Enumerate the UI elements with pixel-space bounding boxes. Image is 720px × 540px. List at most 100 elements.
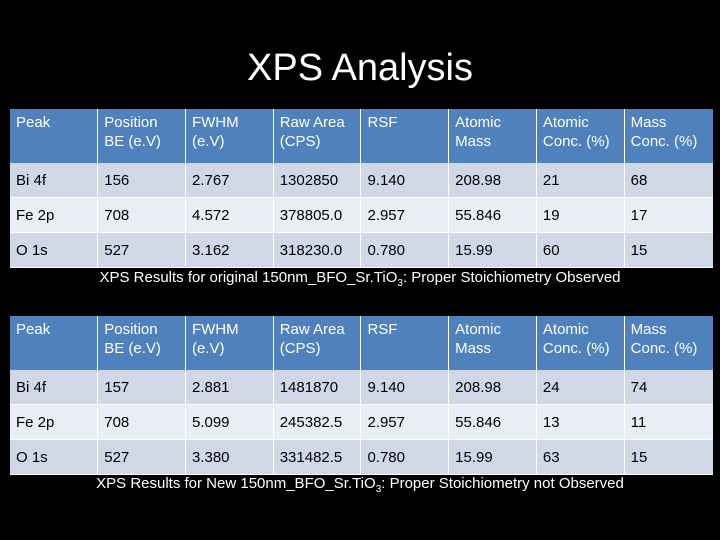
header-atomic-conc: Atomic Conc. (%) (536, 109, 625, 163)
header-line: Conc. (%) (630, 133, 698, 150)
header-line: Atomic (542, 114, 589, 131)
table-cell: Bi 4f (10, 163, 99, 198)
header-line: RSF (367, 114, 398, 131)
table-cell: 24 (536, 370, 625, 405)
table-cell: 74 (624, 370, 713, 405)
table-cell: 4.572 (185, 197, 274, 233)
table-cell: 2.767 (185, 163, 274, 198)
caption-subscript: 3 (397, 278, 403, 289)
table-cell: 318230.0 (273, 232, 362, 268)
table-cell: 15 (624, 439, 713, 475)
table-cell: O 1s (10, 439, 99, 475)
header-fwhm: FWHM (e.V) (185, 316, 274, 370)
header-position: Position BE (e.V) (97, 109, 186, 163)
table-cell: 9.140 (360, 163, 450, 198)
table-cell: 208.98 (448, 163, 537, 198)
caption-subscript: 3 (375, 484, 382, 495)
header-line: Position (104, 114, 158, 131)
table-cell: 708 (97, 404, 186, 440)
table-row: Bi 4f 157 2.881 1481870 9.140 208.98 24 … (10, 370, 713, 405)
header-rsf: RSF (360, 316, 450, 370)
table-row: Fe 2p 708 5.099 245382.5 2.957 55.846 13… (10, 404, 713, 440)
header-fwhm: FWHM (e.V) (185, 109, 274, 163)
table-cell: 1302850 (273, 163, 362, 198)
table-cell: 55.846 (448, 197, 537, 233)
table-cell: 63 (536, 439, 625, 475)
header-line: Mass (630, 114, 667, 131)
table-row: Bi 4f 156 2.767 1302850 9.140 208.98 21 … (10, 163, 713, 198)
table-cell: 0.780 (360, 439, 450, 475)
table-cell: Bi 4f (10, 370, 99, 405)
table-cell: 11 (624, 404, 713, 440)
header-line: Atomic (455, 114, 502, 131)
table-cell: 9.140 (360, 370, 450, 405)
xps-table-new: Peak Position BE (e.V) FWHM (e.V) Raw Area… (10, 316, 713, 475)
header-line: Raw Area (279, 114, 345, 131)
table-cell: 3.380 (185, 439, 274, 475)
header-line: Conc. (%) (542, 340, 610, 357)
caption-text: XPS Results for New 150nm_BFO_Sr.TiO (96, 475, 376, 492)
header-atomic-mass: Atomic Mass (448, 316, 537, 370)
table-header-row: Peak Position BE (e.V) FWHM (e.V) Raw Area… (10, 109, 713, 163)
table-cell: 15.99 (448, 232, 537, 268)
table-cell: 156 (97, 163, 186, 198)
header-line: BE (e.V) (104, 340, 161, 357)
table-cell: 21 (536, 163, 625, 198)
table-row: Fe 2p 708 4.572 378805.0 2.957 55.846 19… (10, 197, 713, 233)
header-line: Raw Area (279, 321, 345, 338)
table-caption-original: XPS Results for original 150nm_BFO_Sr.Ti… (0, 268, 720, 294)
header-rsf: RSF (360, 109, 450, 163)
table-cell: 2.881 (185, 370, 274, 405)
table-cell: O 1s (10, 232, 99, 268)
table-cell: 208.98 (448, 370, 537, 405)
table-cell: 19 (536, 197, 625, 233)
header-atomic-conc: Atomic Conc. (%) (536, 316, 625, 370)
table-cell: 68 (624, 163, 713, 198)
header-line: FWHM (191, 321, 239, 338)
header-line: Peak (16, 114, 51, 131)
header-line: (CPS) (279, 340, 321, 357)
header-line: Atomic (455, 321, 502, 338)
table-cell: 2.957 (360, 404, 450, 440)
header-line: (e.V) (191, 133, 225, 150)
caption-text: XPS Results for original 150nm_BFO_Sr.Ti… (99, 269, 398, 286)
xps-table-original: Peak Position BE (e.V) FWHM (e.V) Raw Area… (10, 109, 713, 268)
caption-text: : Proper Stoichiometry not Observed (381, 475, 624, 492)
header-mass-conc: Mass Conc. (%) (624, 109, 713, 163)
table-cell: 3.162 (185, 232, 274, 268)
table-cell: 15 (624, 232, 713, 268)
table-cell: 1481870 (273, 370, 362, 405)
header-atomic-mass: Atomic Mass (448, 109, 537, 163)
table-cell: 331482.5 (273, 439, 362, 475)
header-raw-area: Raw Area (CPS) (273, 316, 362, 370)
table-cell: 527 (97, 439, 186, 475)
table-caption-new: XPS Results for New 150nm_BFO_Sr.TiO3: P… (0, 474, 720, 500)
header-line: Mass (455, 133, 492, 150)
table-cell: 13 (536, 404, 625, 440)
table-cell: 378805.0 (273, 197, 362, 233)
table-cell: 15.99 (448, 439, 537, 475)
header-line: FWHM (191, 114, 239, 131)
caption-text: : Proper Stoichiometry Observed (402, 269, 621, 286)
header-line: Mass (455, 340, 492, 357)
slide-title: XPS Analysis (247, 47, 473, 89)
table-cell: 245382.5 (273, 404, 362, 440)
table-cell: 527 (97, 232, 186, 268)
table-cell: 60 (536, 232, 625, 268)
header-line: Peak (16, 321, 51, 338)
table-cell: 708 (97, 197, 186, 233)
table-cell: Fe 2p (10, 197, 99, 233)
header-line: Atomic (542, 321, 589, 338)
header-line: Conc. (%) (542, 133, 610, 150)
table-cell: 55.846 (448, 404, 537, 440)
table-row: O 1s 527 3.162 318230.0 0.780 15.99 60 1… (10, 232, 713, 268)
header-line: Conc. (%) (630, 340, 698, 357)
table-cell: 157 (97, 370, 186, 405)
header-line: Position (104, 321, 158, 338)
header-line: BE (e.V) (104, 133, 161, 150)
table-cell: 0.780 (360, 232, 450, 268)
header-peak: Peak (10, 109, 99, 163)
header-raw-area: Raw Area (CPS) (273, 109, 362, 163)
table-cell: 17 (624, 197, 713, 233)
table-row: O 1s 527 3.380 331482.5 0.780 15.99 63 1… (10, 439, 713, 475)
